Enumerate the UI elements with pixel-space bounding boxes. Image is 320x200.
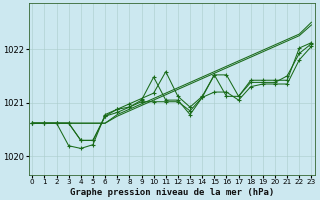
X-axis label: Graphe pression niveau de la mer (hPa): Graphe pression niveau de la mer (hPa) (70, 188, 274, 197)
